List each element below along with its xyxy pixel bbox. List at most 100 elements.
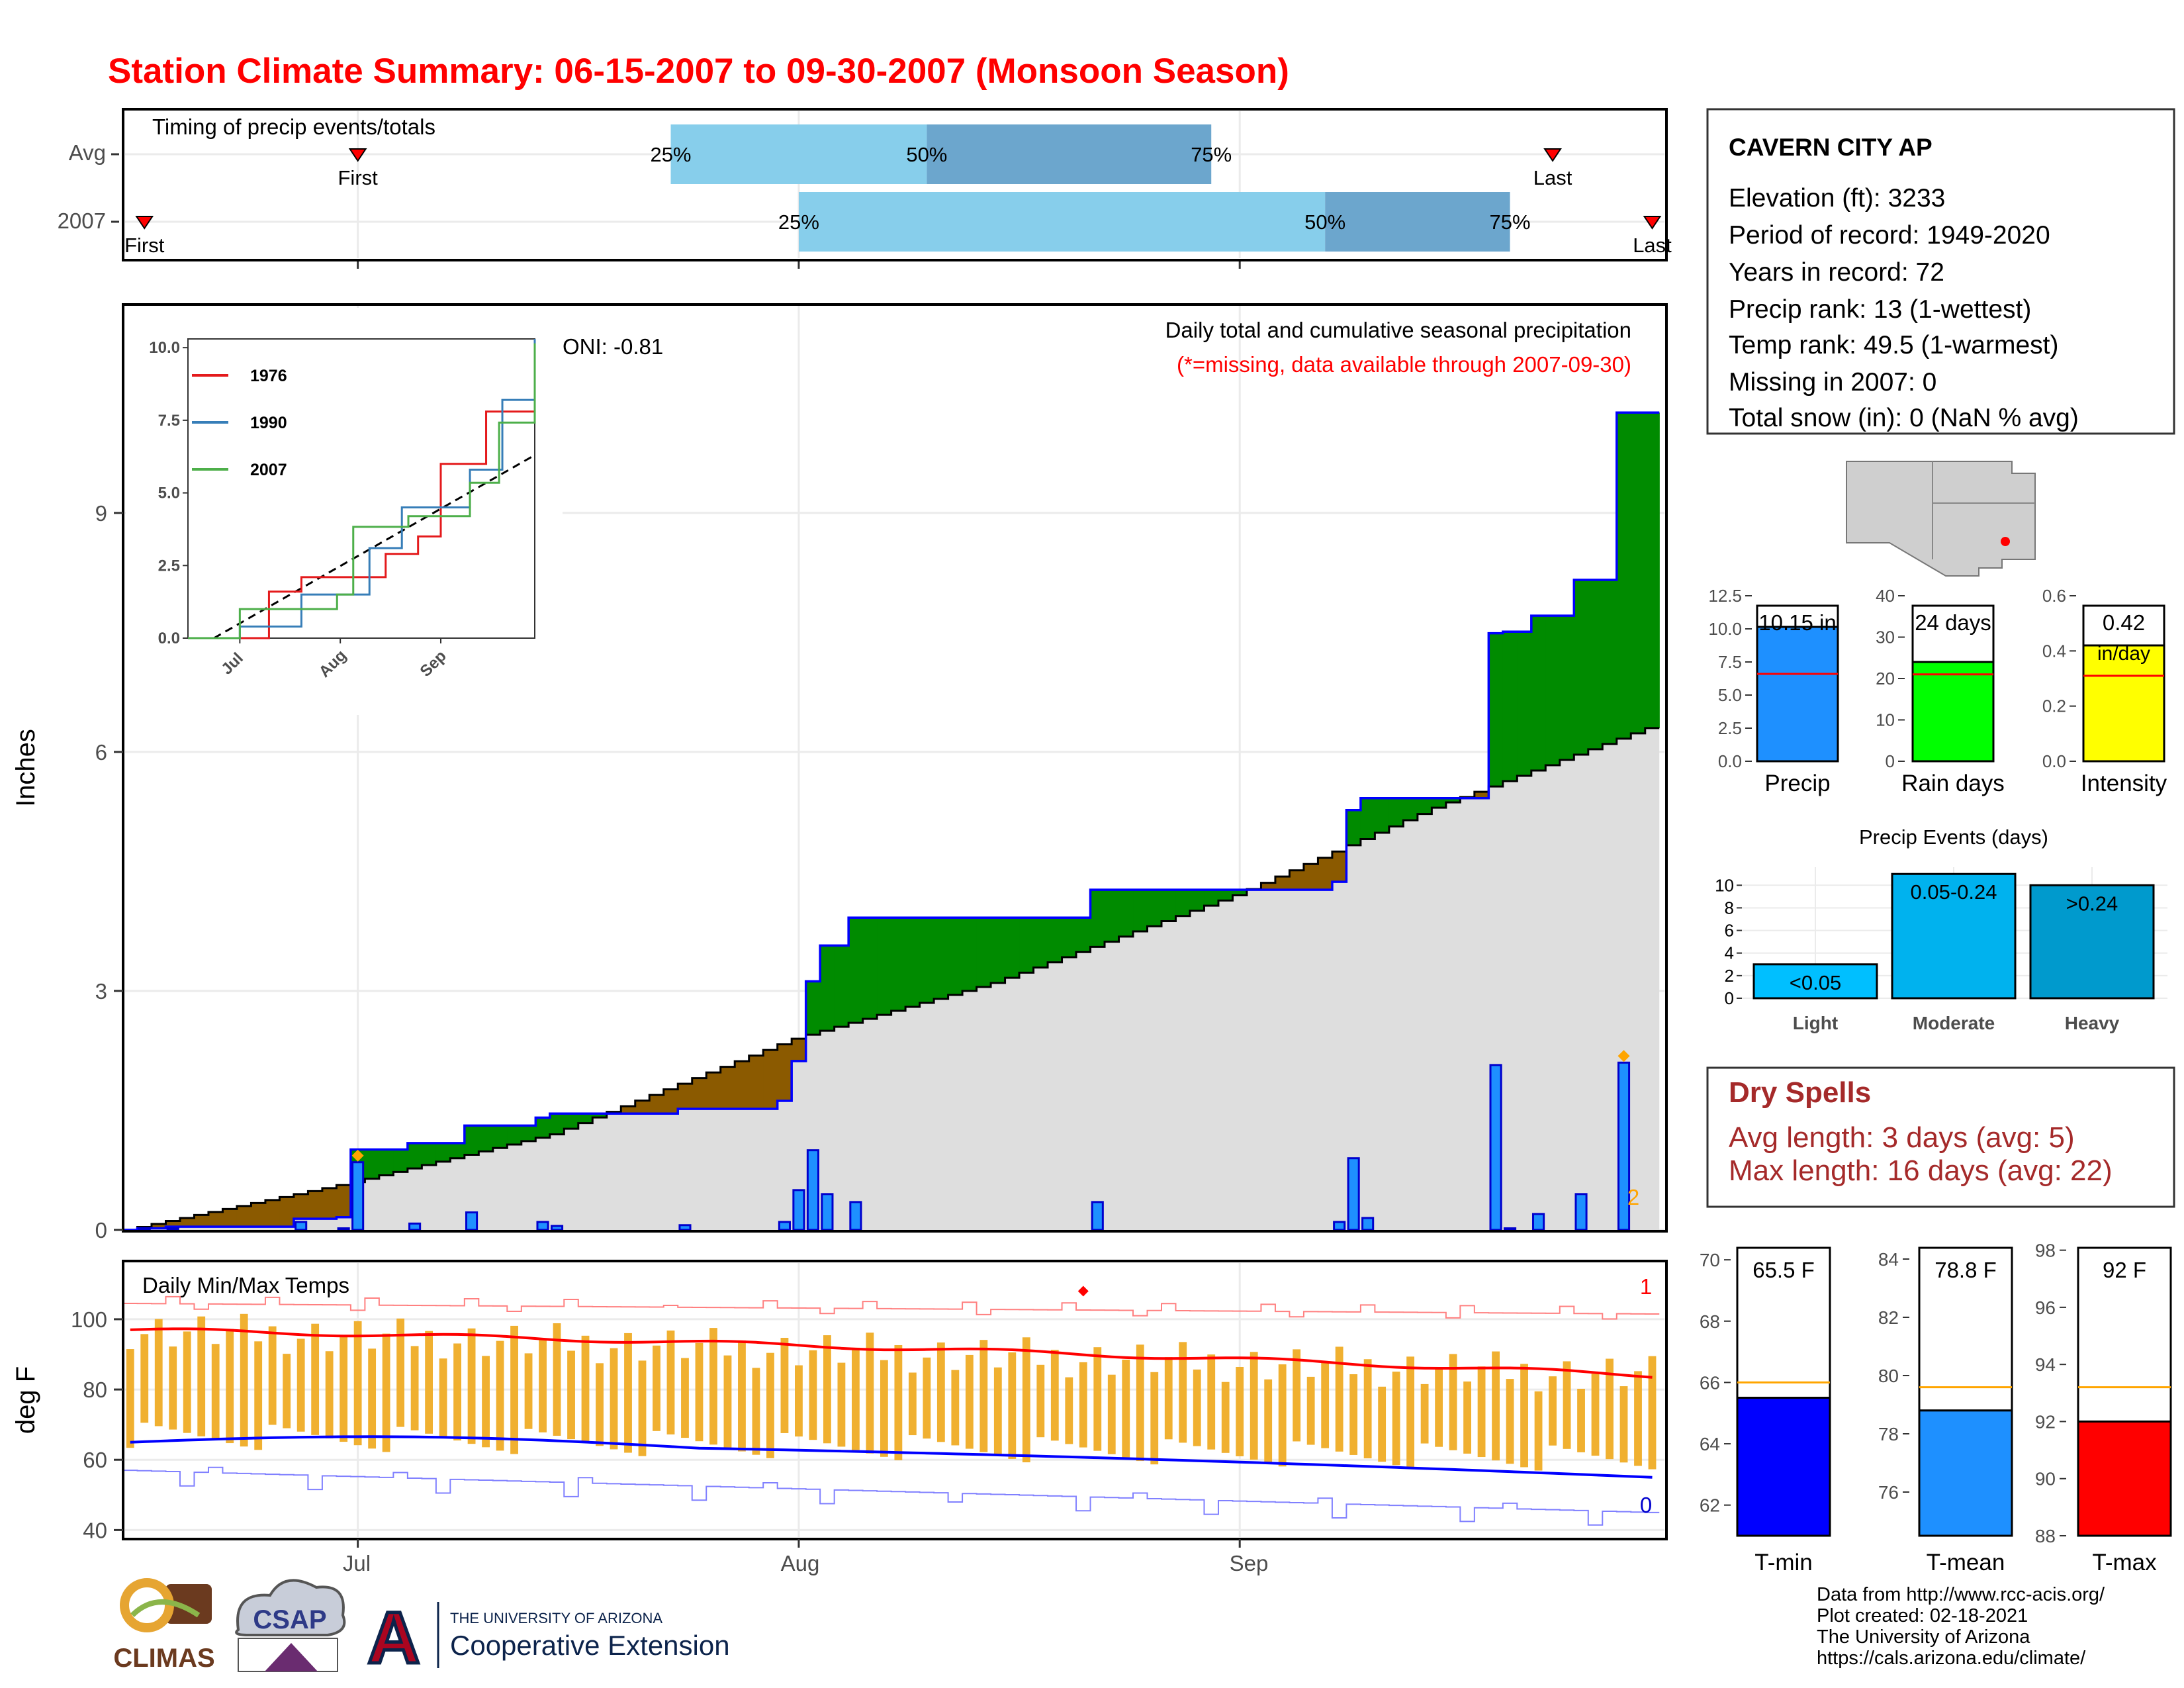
mini-bar-tick-label: 12.5 [1708, 586, 1742, 606]
precip-y-axis: 0 3 6 9 [95, 501, 123, 1243]
daily-temp-bar [1406, 1356, 1415, 1469]
daily-temp-bar [325, 1351, 334, 1438]
daily-temp-bar [410, 1346, 419, 1430]
inset-series-2007 [188, 343, 536, 639]
daily-temp-bar [396, 1318, 405, 1427]
temp-bar-tick-label: 90 [2035, 1469, 2056, 1489]
daily-temp-bar [296, 1338, 305, 1432]
daily-temp-bar [1236, 1366, 1244, 1456]
precip-y-label: Inches [11, 729, 40, 807]
daily-precip-bar [1091, 1201, 1104, 1231]
mini-bar-value [1911, 661, 1995, 763]
surplus-band [592, 1113, 608, 1118]
surplus-band [393, 1149, 408, 1172]
timing-bar-q50-q75 [927, 124, 1212, 184]
events-bar-light [1752, 963, 1878, 1000]
deficit-band [179, 1217, 195, 1227]
surplus-band [1375, 798, 1390, 833]
daily-temp-bar [197, 1316, 206, 1436]
deficit-band [1289, 870, 1304, 890]
daily-temp-bar [1463, 1381, 1472, 1454]
temp-bar-tick-label: 76 [1878, 1482, 1899, 1503]
deficit-band [663, 1089, 678, 1114]
events-category-label: Light [1793, 1013, 1838, 1033]
deficit-band [649, 1095, 664, 1114]
daily-precip-bar [1489, 1064, 1502, 1231]
surplus-band [1189, 890, 1205, 911]
surplus-band [976, 917, 991, 987]
events-tick-label: 8 [1725, 898, 1734, 917]
deficit-band [749, 1055, 764, 1109]
surplus-band [1616, 412, 1631, 739]
daily-temp-bar [695, 1342, 704, 1442]
daily-temp-bar [510, 1325, 518, 1454]
surplus-band [1531, 616, 1546, 771]
temp-bar-value [1736, 1397, 1831, 1537]
daily-temp-bar [624, 1333, 632, 1453]
daily-temp-bar [226, 1329, 234, 1444]
daily-temp-bar [1477, 1366, 1486, 1458]
surplus-band [507, 1125, 522, 1145]
daily-precip-bar [351, 1161, 365, 1231]
deficit-band [1261, 882, 1276, 890]
daily-precip-bar [678, 1224, 692, 1231]
daily-temp-bar [439, 1358, 447, 1437]
surplus-band [1062, 917, 1077, 957]
surplus-band [834, 945, 849, 1027]
deficit-band [621, 1106, 636, 1114]
daily-precip-bar [1532, 1213, 1545, 1231]
deficit-band [706, 1072, 721, 1109]
temp-summary-bars: 62 64 66 68 70 65.5 F T-min 76 78 80 82 84 78.8 F T-m… [1700, 1241, 2172, 1575]
deficit-band [251, 1203, 266, 1227]
surplus-band [862, 917, 878, 1019]
daily-temp-bar [1150, 1372, 1159, 1465]
daily-temp-bar [851, 1347, 860, 1450]
daily-temp-bar [140, 1334, 149, 1423]
surplus-band [1019, 917, 1034, 973]
summary-bar-charts: 0.0 2.5 5.0 7.5 10.0 12.5 10.15 in Precip 0 10 20 3… [1708, 586, 2167, 796]
surplus-band [1175, 890, 1191, 916]
record-marker [351, 1149, 364, 1162]
dry-spells-frame [1706, 1066, 2175, 1208]
daily-temp-bar [1577, 1388, 1585, 1452]
mini-bar-tick-label: 40 [1876, 586, 1895, 606]
surplus-band [1445, 798, 1461, 803]
month-label-sep: Sep [1230, 1551, 1269, 1575]
daily-precip-bar [465, 1211, 478, 1231]
deficit-band [1275, 876, 1291, 890]
deficit-band [1474, 792, 1489, 798]
record-marker [1617, 1050, 1630, 1062]
inset-y-tick-label: 7.5 [158, 412, 180, 430]
surplus-band [805, 981, 821, 1035]
deficit-band [720, 1066, 735, 1109]
daily-temp-bar [752, 1368, 760, 1455]
daily-temp-bar [240, 1313, 248, 1447]
page-title: Station Climate Summary: 06-15-2007 to 0… [108, 52, 1289, 91]
events-tick-label: 10 [1715, 875, 1734, 895]
mini-bar-frame [1911, 604, 1995, 663]
inset-legend: 1976 1990 2007 [192, 367, 287, 479]
surplus-band [877, 917, 892, 1015]
inset-y-tick-label: 10.0 [149, 339, 180, 357]
timing-label-50: 50% [906, 143, 947, 166]
temp-bar-label: T-mean [1927, 1550, 2005, 1575]
temp-bar-value-label: 65.5 F [1752, 1258, 1815, 1282]
credits: Data from http://www.rcc-acis.org/ Plot … [1817, 1584, 2105, 1669]
daily-temp-bar [823, 1335, 831, 1444]
temp-panel: 40 60 80 100 deg F Daily Min/Max Temps 1 0 [11, 1260, 1668, 1542]
daily-temp-bar [1520, 1364, 1528, 1468]
inset-y-tick-label: 5.0 [158, 485, 180, 502]
deficit-band [678, 1084, 693, 1109]
daily-temp-bar [581, 1335, 590, 1443]
daily-temp-bar [666, 1330, 675, 1434]
temp-bar-tick-label: 66 [1700, 1372, 1720, 1393]
mini-bar-label: Rain days [1901, 771, 2005, 796]
deficit-band [293, 1194, 309, 1219]
deficit-band [208, 1211, 224, 1227]
mini-bar-tick-label: 0.0 [2042, 751, 2066, 771]
daily-temp-bar [951, 1370, 960, 1446]
temp-y-axis: 40 60 80 100 [71, 1307, 123, 1542]
mini-bar-value-label: 24 days [1915, 610, 1991, 635]
deficit-band [792, 1039, 807, 1061]
temp-bar-tick-label: 96 [2035, 1297, 2056, 1318]
